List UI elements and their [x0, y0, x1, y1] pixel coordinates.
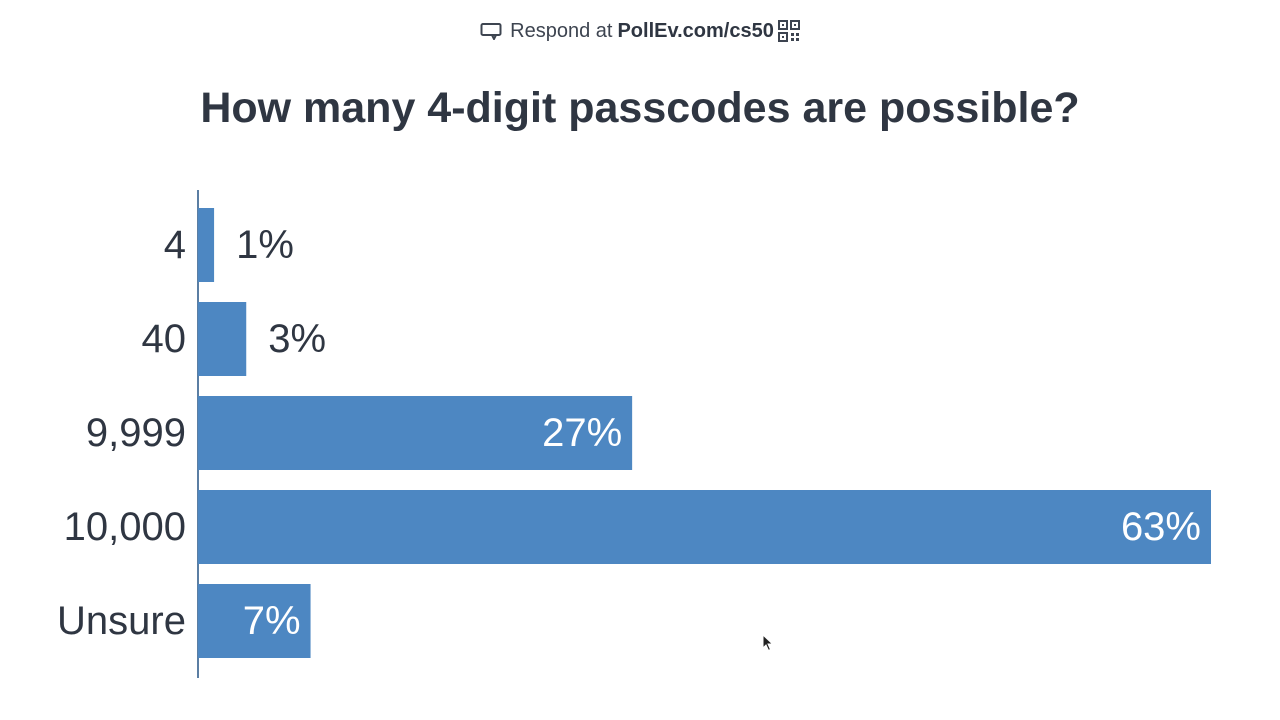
value-label-3: 63%	[1121, 505, 1201, 549]
value-label-0: 1%	[236, 223, 294, 267]
category-label-4: Unsure	[57, 599, 186, 643]
category-label-1: 40	[142, 317, 187, 361]
category-label-0: 4	[164, 223, 186, 267]
respond-url[interactable]: PollEv.com/cs50	[617, 19, 774, 42]
category-label-3: 10,000	[64, 505, 186, 549]
bar-3	[198, 490, 1211, 564]
respond-text: Respond at	[510, 19, 613, 42]
speech-bubble-icon	[480, 22, 502, 40]
category-label-2: 9,999	[86, 411, 186, 455]
bar-0	[198, 208, 215, 282]
bar-2	[198, 396, 633, 470]
mouse-pointer-icon	[762, 633, 774, 657]
poll-question: How many 4-digit passcodes are possible?	[200, 84, 1080, 132]
value-label-2: 27%	[542, 411, 622, 455]
bar-1	[198, 302, 247, 376]
qr-code-icon	[777, 20, 800, 42]
respond-banner: Respond at PollEv.com/cs50	[0, 14, 1280, 48]
bar-4	[198, 584, 311, 658]
value-label-4: 7%	[243, 599, 301, 643]
value-label-1: 3%	[268, 317, 326, 361]
